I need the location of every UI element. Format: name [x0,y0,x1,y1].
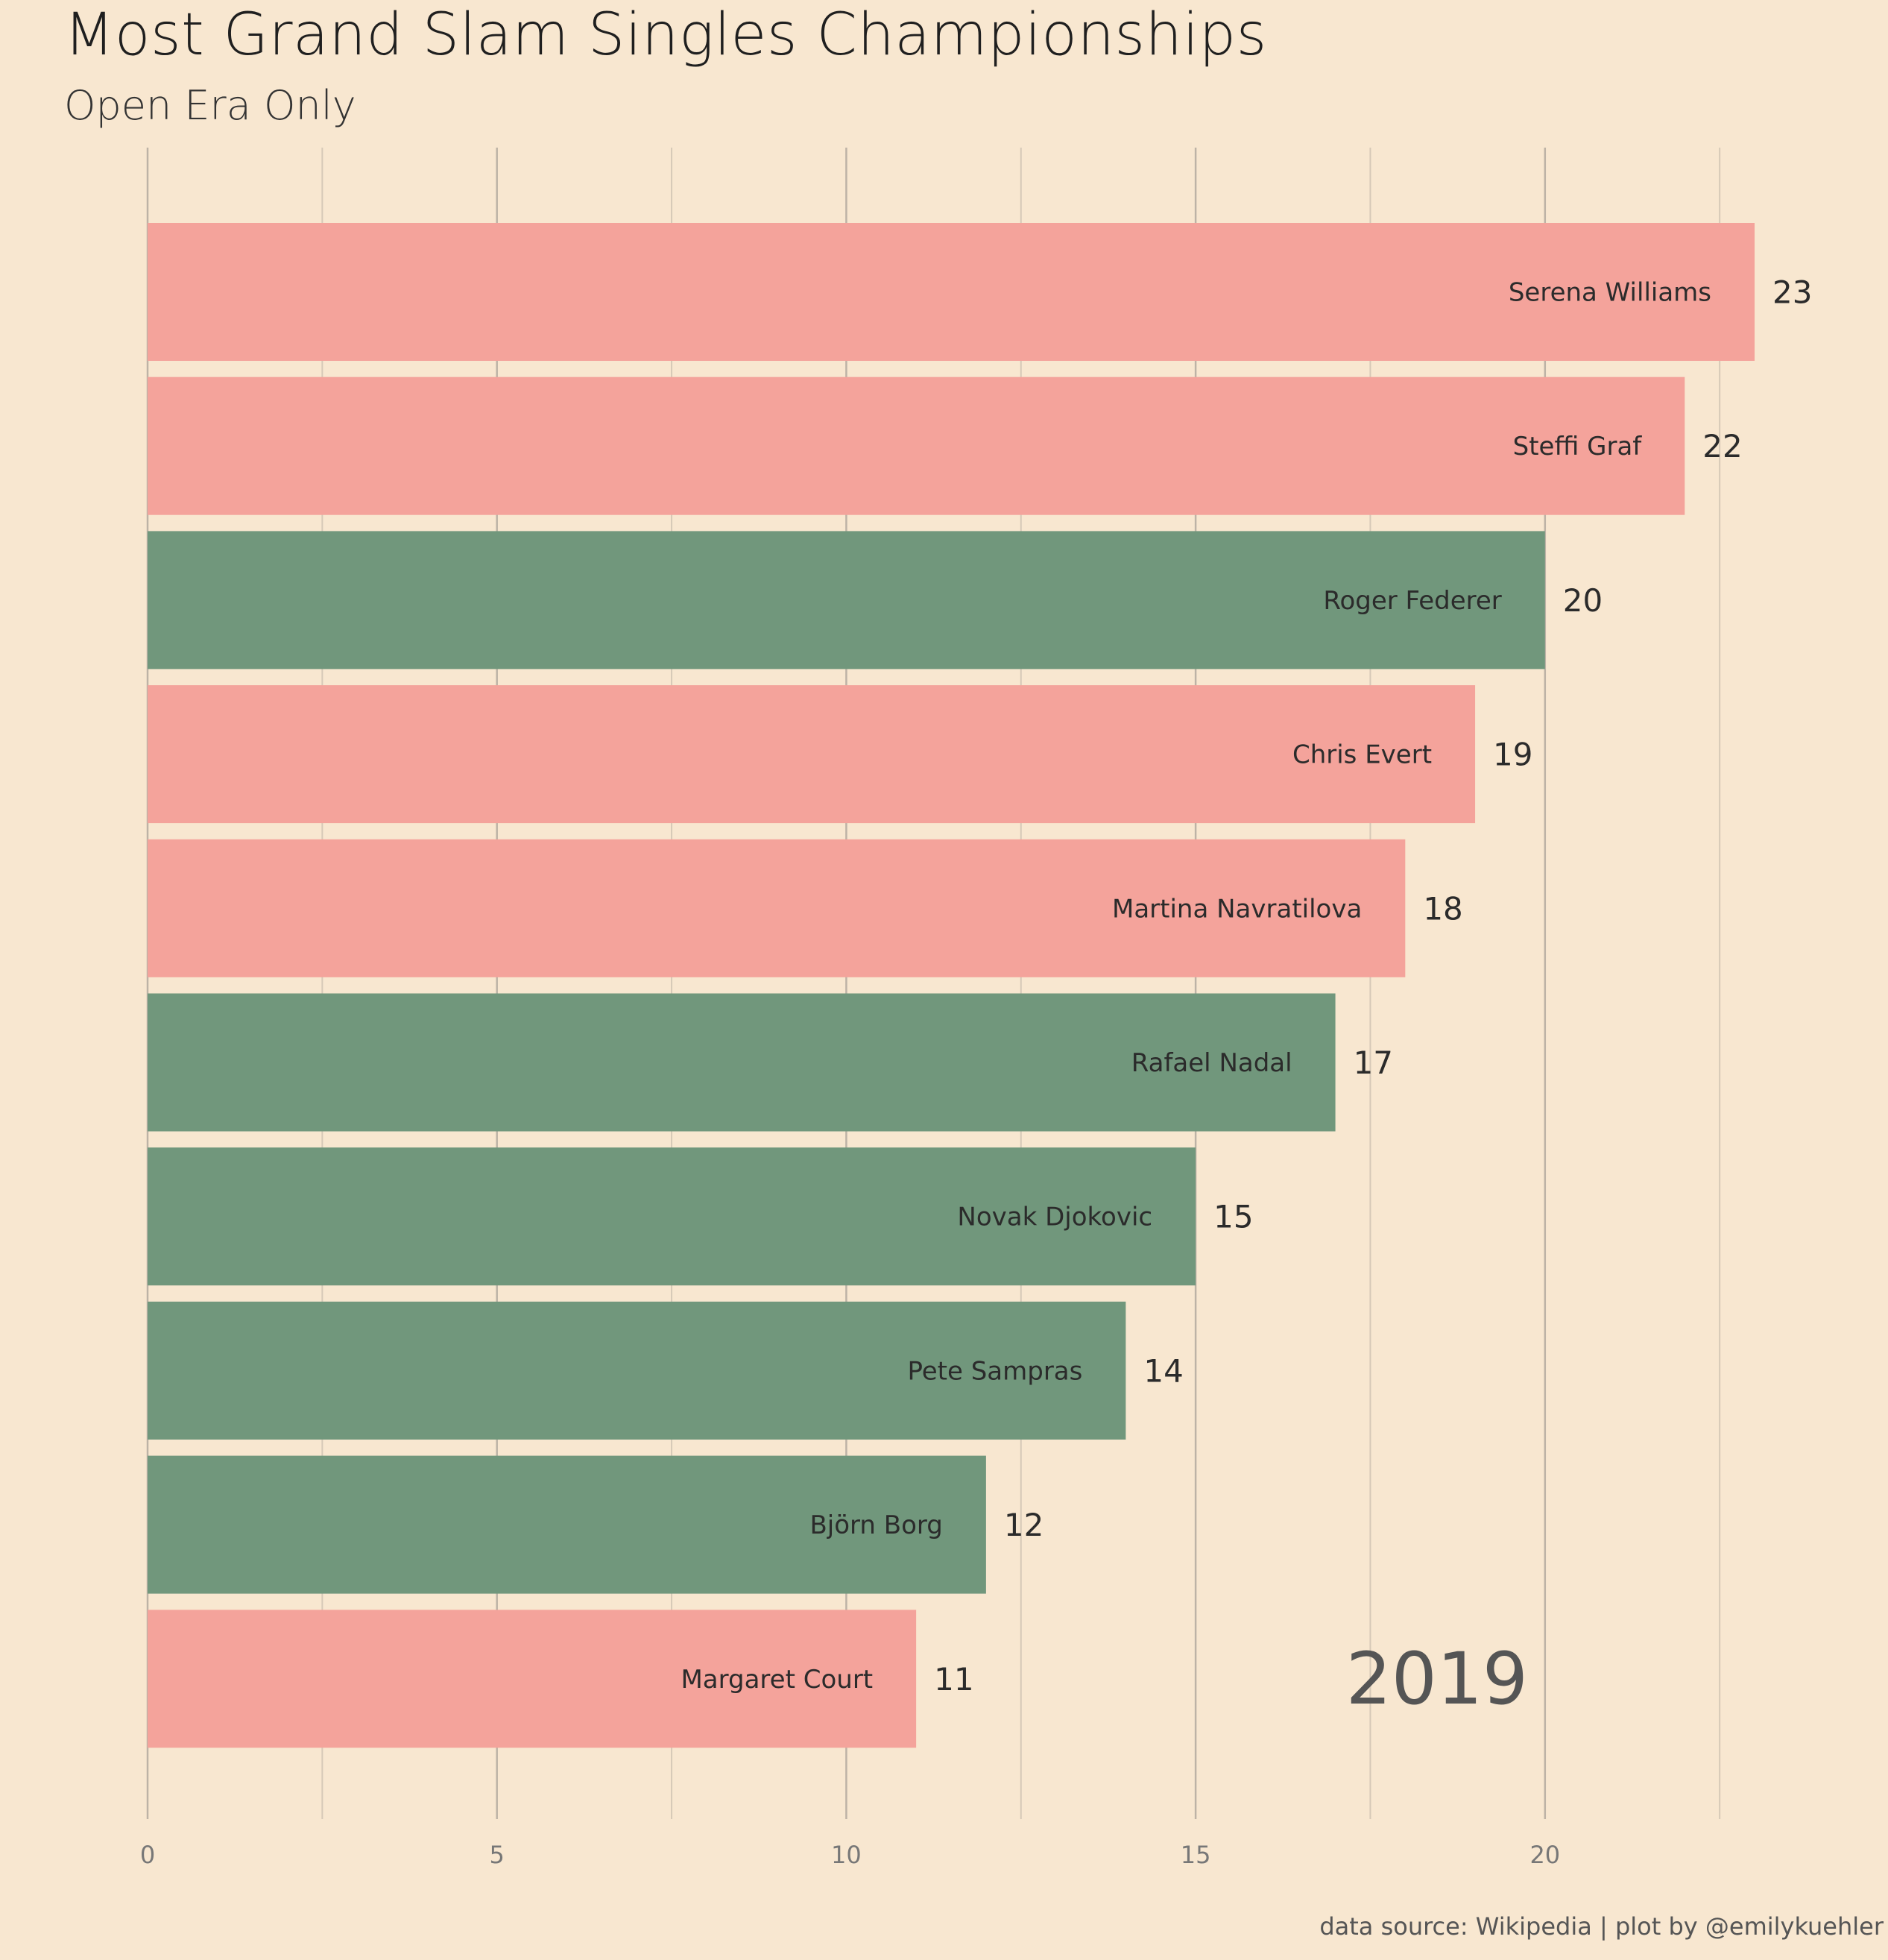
bar-roger-federer [148,531,1545,669]
bar-value-label: 18 [1423,890,1462,927]
chart-caption: data source: Wikipedia | plot by @emilyk… [1319,1912,1884,1941]
x-tick-label: 10 [831,1841,862,1869]
bar-bj-rn-borg [148,1455,986,1594]
bar-labels: Serena Williams 23 Steffi Graf 22 Roger Fede… [681,274,1812,1698]
bar-martina-navratilova [148,839,1406,977]
bar-name-label: Rafael Nadal [1131,1048,1292,1078]
bars [148,223,1755,1748]
chart-subtitle: Open Era Only [64,82,356,129]
chart-title: Most Grand Slam Singles Championships [64,1,1267,69]
bar-name-label: Serena Williams [1509,278,1711,308]
bar-value-label: 19 [1493,737,1532,773]
bar-pete-sampras [148,1301,1126,1440]
bar-value-label: 12 [1004,1507,1044,1543]
x-tick-label: 5 [490,1841,505,1869]
bar-name-label: Steffi Graf [1513,432,1643,461]
bar-value-label: 15 [1213,1199,1253,1235]
x-tick-label: 20 [1529,1841,1560,1869]
bar-value-label: 17 [1354,1044,1393,1081]
bar-value-label: 22 [1702,428,1742,464]
bar-name-label: Pete Sampras [907,1356,1082,1386]
x-axis: 0 5 10 15 20 [140,1841,1560,1869]
bar-novak-djokovic [148,1147,1196,1286]
bar-name-label: Chris Evert [1292,740,1432,770]
bar-serena-williams [148,223,1755,361]
bar-value-label: 14 [1143,1352,1183,1389]
bar-value-label: 11 [934,1661,973,1698]
x-tick-label: 15 [1181,1841,1211,1869]
x-tick-label: 0 [140,1841,155,1869]
bar-name-label: Roger Federer [1323,586,1501,616]
bar-name-label: Björn Borg [809,1510,942,1540]
year-annotation: 2019 [1346,1637,1528,1721]
bar-chris-evert [148,685,1476,824]
bar-name-label: Margaret Court [681,1665,873,1695]
bar-name-label: Novak Djokovic [957,1203,1152,1232]
bar-steffi-graf [148,376,1685,515]
bar-value-label: 23 [1772,274,1812,311]
bar-value-label: 20 [1563,582,1603,619]
bar-rafael-nadal [148,993,1336,1132]
bar-margaret-court [148,1610,917,1748]
bar-name-label: Martina Navratilova [1112,894,1362,924]
